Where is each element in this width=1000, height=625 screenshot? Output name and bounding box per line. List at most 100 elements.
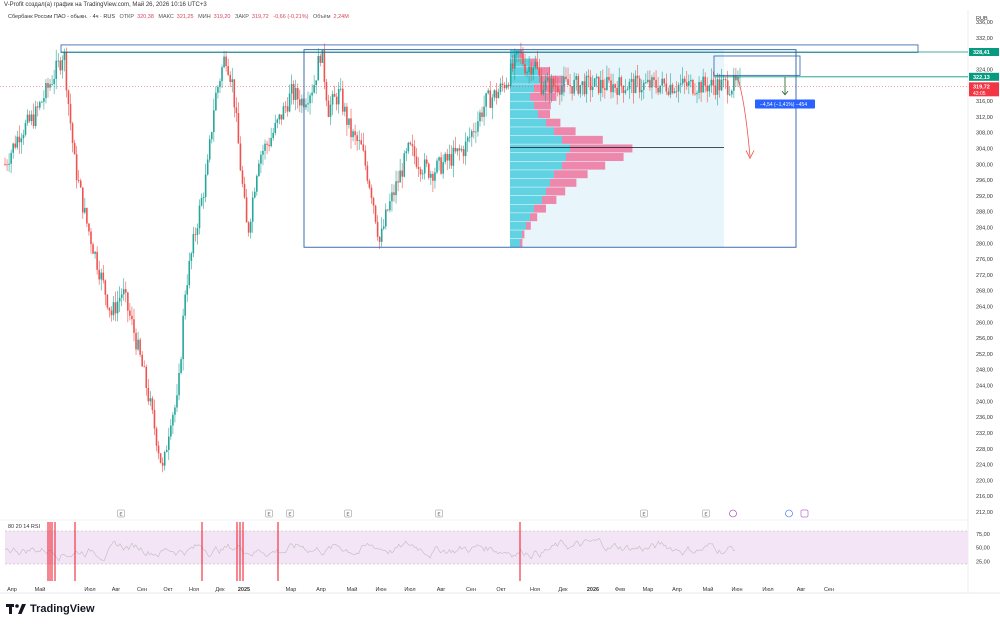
candle-body <box>159 453 162 463</box>
candle-body <box>299 99 301 106</box>
y-tick-label: 220,00 <box>976 478 993 484</box>
candle-body <box>466 137 469 142</box>
candle-body <box>120 294 123 298</box>
candle-body <box>184 294 186 316</box>
profile-up-bar <box>510 195 542 204</box>
candle-body <box>251 197 254 222</box>
candle-body <box>202 196 205 198</box>
candle-body <box>106 294 109 308</box>
x-tick-label: Сен <box>466 587 476 593</box>
candle-body <box>53 78 55 84</box>
candle-body <box>657 87 659 93</box>
rsi-tick-label: 25,00 <box>976 559 990 565</box>
chart-caption: V-Profit создал(а) график на TradingView… <box>4 2 207 8</box>
candle-body <box>92 244 94 254</box>
candle-body <box>43 98 45 102</box>
candle-body <box>497 91 500 99</box>
candle-body <box>681 78 684 84</box>
candle-body <box>675 91 678 93</box>
y-tick-label: 324,00 <box>976 67 993 73</box>
candle-body <box>180 359 182 373</box>
tradingview-logo[interactable]: TradingView <box>6 603 95 615</box>
profile-up-bar <box>510 230 522 239</box>
candle-body <box>706 85 709 92</box>
candle-body <box>217 86 219 93</box>
candle-body <box>75 154 78 181</box>
y-tick-label: 284,00 <box>976 225 993 231</box>
candle-body <box>528 66 530 73</box>
y-tick-label: 308,00 <box>976 131 993 137</box>
candle-body <box>364 150 367 166</box>
candle-body <box>67 90 70 104</box>
profile-down-bar <box>534 204 546 213</box>
x-tick-label: Июн <box>375 587 386 593</box>
candle-body <box>534 61 537 68</box>
candle-body <box>532 67 535 75</box>
profile-up-bar <box>510 135 562 144</box>
measure-text: −4,54 (−1,41%) −454 <box>760 102 807 108</box>
candle-body <box>470 131 473 137</box>
projection-arrow <box>737 79 751 157</box>
candle-body <box>559 92 561 95</box>
candle-body <box>63 51 66 61</box>
level-tag-mid-bg <box>969 72 999 81</box>
candle-body <box>735 75 737 81</box>
candle-body <box>208 139 211 160</box>
candle-body <box>716 79 719 95</box>
candle-body <box>249 221 252 233</box>
candle-body <box>161 462 164 466</box>
candle-body <box>714 85 717 95</box>
candle-body <box>182 315 184 360</box>
symbol-name[interactable]: Сбербанк России ПАО - обыкн. · 4ч · RUS <box>8 14 116 20</box>
candle-body <box>522 53 524 65</box>
candle-body <box>116 301 119 314</box>
candle-body <box>81 187 84 213</box>
candle-body <box>233 79 236 108</box>
candle-body <box>188 260 191 286</box>
candle-body <box>282 106 285 120</box>
candle-body <box>694 93 696 95</box>
candle-body <box>129 310 131 316</box>
currency-label[interactable]: RUB <box>976 16 988 22</box>
x-tick-label: Апр <box>316 587 326 593</box>
candle-body <box>14 143 17 148</box>
x-tick-label: Фев <box>615 587 625 593</box>
high-value: 321,25 <box>176 14 194 20</box>
candle-body <box>366 165 369 181</box>
candle-body <box>671 84 674 93</box>
candle-body <box>266 143 268 145</box>
candle-body <box>544 80 547 91</box>
candle-body <box>139 339 141 355</box>
candle-body <box>124 289 127 293</box>
open-label: ОТКР <box>119 14 135 20</box>
top-resistance-zone <box>60 44 919 53</box>
open-value: 320,38 <box>137 14 154 20</box>
candle-body <box>274 122 277 133</box>
candle-body <box>423 159 426 174</box>
candle-body <box>728 94 731 96</box>
profile-down-bar <box>554 170 588 179</box>
candle-body <box>26 114 29 124</box>
x-tick-label: Авг <box>437 587 446 593</box>
candle-body <box>284 106 287 108</box>
y-tick-label: 312,00 <box>976 115 993 121</box>
candle-body <box>685 82 688 86</box>
candle-body <box>604 88 606 90</box>
candle-body <box>667 91 670 95</box>
profile-up-bar <box>510 161 562 170</box>
candle-body <box>360 140 363 145</box>
x-tick-label: Апр <box>672 587 682 593</box>
candle-body <box>86 208 88 224</box>
candle-body <box>268 144 270 147</box>
x-tick-label: Дек <box>215 587 225 593</box>
candle-body <box>690 79 692 82</box>
candle-body <box>415 156 418 167</box>
candle-body <box>673 91 676 93</box>
candle-body <box>634 75 637 94</box>
x-tick-label: Июл <box>762 587 773 593</box>
candle-body <box>73 142 76 155</box>
candle-body <box>640 89 643 93</box>
y-tick-label: 332,00 <box>976 36 993 42</box>
candle-body <box>710 79 713 86</box>
